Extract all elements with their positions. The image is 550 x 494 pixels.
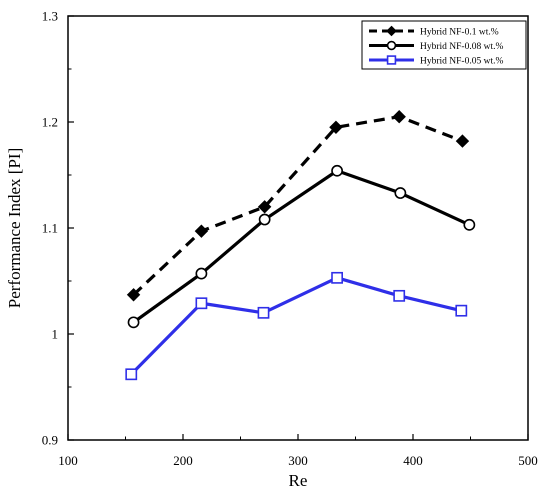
data-point-diamond bbox=[392, 109, 406, 124]
data-point-diamond bbox=[455, 134, 470, 148]
series-3 bbox=[125, 271, 468, 381]
data-point-diamond bbox=[329, 120, 343, 135]
data-point-square bbox=[393, 289, 406, 302]
series-line bbox=[130, 276, 462, 376]
x-tick-label: 100 bbox=[58, 453, 78, 468]
data-point-diamond bbox=[257, 200, 272, 214]
y-tick-label: 0.9 bbox=[42, 433, 58, 448]
series-line bbox=[132, 169, 471, 324]
x-tick-label: 200 bbox=[173, 453, 193, 468]
legend-label: Hybrid NF-0.1 wt.% bbox=[420, 28, 499, 38]
data-point-square bbox=[455, 304, 468, 317]
x-tick-label: 500 bbox=[518, 453, 538, 468]
series-2 bbox=[127, 164, 476, 329]
x-axis-title: Re bbox=[289, 471, 308, 490]
data-point-circle bbox=[258, 213, 271, 226]
legend-label: Hybrid NF-0.08 wt.% bbox=[420, 42, 503, 52]
x-tick-label: 300 bbox=[288, 453, 308, 468]
data-point-square bbox=[386, 55, 397, 65]
legend-label: Hybrid NF-0.05 wt.% bbox=[420, 57, 503, 67]
data-point-circle bbox=[195, 267, 208, 280]
data-point-circle bbox=[386, 40, 397, 51]
axis-ticks: 100 200 300 400 500 0.9 1 1.1 1.2 1.3 bbox=[42, 9, 538, 469]
data-point-diamond bbox=[386, 25, 397, 37]
data-point-diamond bbox=[126, 288, 141, 302]
data-point-square bbox=[195, 297, 208, 310]
legend: Hybrid NF-0.1 wt.% Hybrid NF-0.08 wt.% Hyb… bbox=[361, 20, 527, 70]
data-point-square bbox=[257, 306, 270, 319]
y-tick-label: 1.3 bbox=[42, 9, 58, 24]
data-point-square bbox=[125, 368, 138, 381]
y-tick-label: 1.2 bbox=[42, 115, 58, 130]
y-tick-label: 1 bbox=[52, 327, 59, 342]
series-1 bbox=[126, 109, 470, 302]
y-tick-label: 1.1 bbox=[42, 221, 58, 236]
data-point-circle bbox=[463, 218, 476, 231]
data-point-square bbox=[331, 271, 343, 284]
data-point-diamond bbox=[194, 224, 209, 238]
plot-marks bbox=[125, 109, 476, 381]
y-axis-title: Performance Index [PI] bbox=[5, 148, 24, 309]
data-point-circle bbox=[127, 316, 140, 329]
data-point-circle bbox=[331, 164, 343, 177]
series-line bbox=[132, 115, 464, 296]
x-tick-label: 400 bbox=[403, 453, 423, 468]
data-point-circle bbox=[394, 187, 407, 199]
